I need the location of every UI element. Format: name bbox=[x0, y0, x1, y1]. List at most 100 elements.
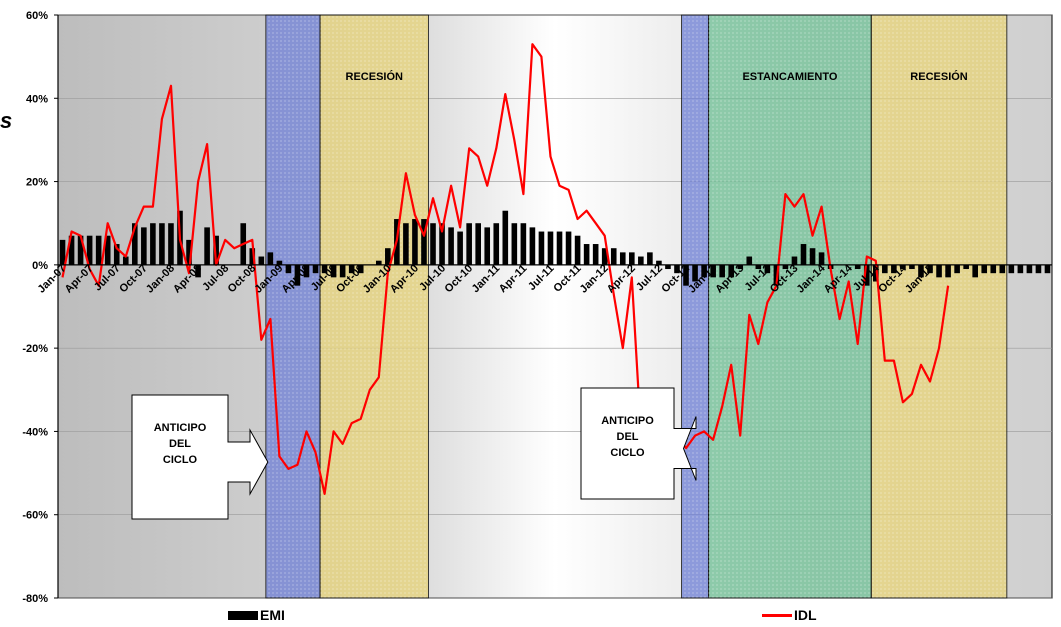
emi-bar bbox=[574, 235, 581, 265]
callout-text: DEL bbox=[169, 438, 191, 450]
emi-bar bbox=[312, 264, 319, 274]
shaded-period-texture bbox=[708, 15, 872, 598]
emi-bar bbox=[782, 264, 789, 270]
legend-emi: EMI bbox=[228, 607, 285, 623]
emi-bar bbox=[348, 264, 355, 274]
emi-bar bbox=[791, 256, 798, 265]
y-tick-labels: 60% 40% 20% 0% -20% -40% -60% -80% bbox=[22, 10, 48, 605]
callout-text: CICLO bbox=[610, 447, 645, 459]
emi-bar bbox=[891, 264, 897, 274]
emi-bar bbox=[141, 227, 147, 265]
y-tick-label: -80% bbox=[22, 593, 48, 605]
emi-bar bbox=[1035, 264, 1042, 274]
emi-bar bbox=[746, 256, 753, 265]
emi-bar bbox=[493, 223, 500, 265]
emi-bar bbox=[683, 264, 689, 286]
legend-emi-label: EMI bbox=[260, 607, 285, 623]
idl-series-line bbox=[61, 43, 950, 495]
y-tick-label: -20% bbox=[22, 343, 48, 355]
emi-bar bbox=[818, 252, 825, 265]
emi-bar bbox=[809, 248, 816, 265]
phase-label: ESTANCAMIENTO bbox=[742, 71, 837, 83]
emi-bar bbox=[583, 244, 590, 265]
emi-bar bbox=[538, 231, 545, 265]
emi-bar bbox=[990, 264, 997, 274]
emi-bar bbox=[638, 256, 644, 265]
emi-bar bbox=[963, 264, 969, 270]
idl-line bbox=[61, 43, 950, 495]
emi-bar bbox=[475, 223, 481, 265]
idl-swatch bbox=[762, 613, 792, 617]
callout-text: CICLO bbox=[163, 454, 198, 466]
shaded-period-texture bbox=[320, 15, 429, 598]
callouts: ANTICIPO DEL CICLO ANTICIPO DEL CICLO bbox=[131, 387, 697, 520]
emi-bar bbox=[457, 231, 463, 265]
phase-labels: RECESIÓN ESTANCAMIENTO RECESIÓN bbox=[346, 70, 968, 83]
phase-label: RECESIÓN bbox=[910, 70, 968, 83]
emi-bar bbox=[647, 252, 653, 265]
emi-bar bbox=[204, 227, 210, 265]
emi-bar bbox=[556, 231, 563, 265]
emi-bar bbox=[421, 219, 427, 265]
emi-bar bbox=[267, 252, 274, 265]
emi-bar bbox=[999, 264, 1006, 274]
axes bbox=[54, 14, 1052, 599]
callout-shape bbox=[131, 394, 269, 520]
y-tick-label: -60% bbox=[22, 510, 48, 522]
emi-bar bbox=[592, 244, 599, 265]
emi-bar bbox=[95, 235, 102, 265]
emi-bar bbox=[610, 248, 617, 265]
emi-bar bbox=[294, 264, 301, 286]
emi-bar bbox=[800, 244, 807, 265]
emi-bar bbox=[1044, 264, 1051, 274]
y-tick-label: -40% bbox=[22, 426, 48, 438]
callout-shape bbox=[580, 387, 697, 500]
emi-bar bbox=[195, 264, 201, 278]
emi-bar bbox=[909, 264, 915, 270]
emi-bar bbox=[945, 264, 951, 278]
emi-bar bbox=[520, 223, 527, 265]
phase-label: RECESIÓN bbox=[346, 70, 404, 83]
emi-bar bbox=[430, 223, 436, 265]
emi-swatch bbox=[228, 610, 258, 620]
emi-bar bbox=[565, 231, 572, 265]
emi-bar bbox=[412, 219, 418, 265]
emi-bar bbox=[854, 264, 861, 270]
emi-bar bbox=[330, 264, 337, 278]
stray-text: s bbox=[0, 108, 13, 133]
emi-bar bbox=[665, 264, 671, 270]
emi-bar bbox=[186, 239, 192, 265]
emi-bar bbox=[249, 248, 256, 265]
emi-bar bbox=[303, 264, 310, 278]
emi-bar bbox=[629, 252, 635, 265]
emi-bar bbox=[755, 264, 762, 270]
emi-bar bbox=[159, 223, 165, 265]
emi-bar bbox=[439, 223, 445, 265]
shaded-period-texture bbox=[681, 15, 709, 598]
emi-bar bbox=[403, 223, 409, 265]
emi-bar bbox=[375, 260, 382, 265]
emi-bar bbox=[936, 264, 942, 278]
emi-bar bbox=[764, 264, 771, 274]
emi-bar bbox=[276, 260, 283, 265]
emi-bar bbox=[918, 264, 924, 278]
emi-bar bbox=[113, 244, 120, 265]
legend-idl: IDL bbox=[762, 607, 817, 623]
y-tick-label: 20% bbox=[26, 177, 48, 189]
callout: ANTICIPO DEL CICLO bbox=[131, 394, 269, 520]
emi-bar bbox=[710, 264, 716, 278]
emi-bar bbox=[701, 264, 707, 278]
emi-bar bbox=[981, 264, 988, 274]
emi-bar bbox=[385, 248, 391, 265]
emi-bar bbox=[692, 264, 698, 282]
emi-bar bbox=[258, 256, 265, 265]
emi-bar bbox=[68, 235, 75, 265]
emi-bar bbox=[150, 223, 156, 265]
y-tick-label: 60% bbox=[26, 10, 48, 22]
emi-bar bbox=[601, 248, 608, 265]
emi-bar bbox=[954, 264, 960, 274]
emi-bar bbox=[900, 264, 906, 270]
shaded-periods bbox=[265, 14, 1008, 599]
emi-bar bbox=[719, 264, 725, 278]
shaded-period-texture bbox=[871, 15, 1007, 598]
